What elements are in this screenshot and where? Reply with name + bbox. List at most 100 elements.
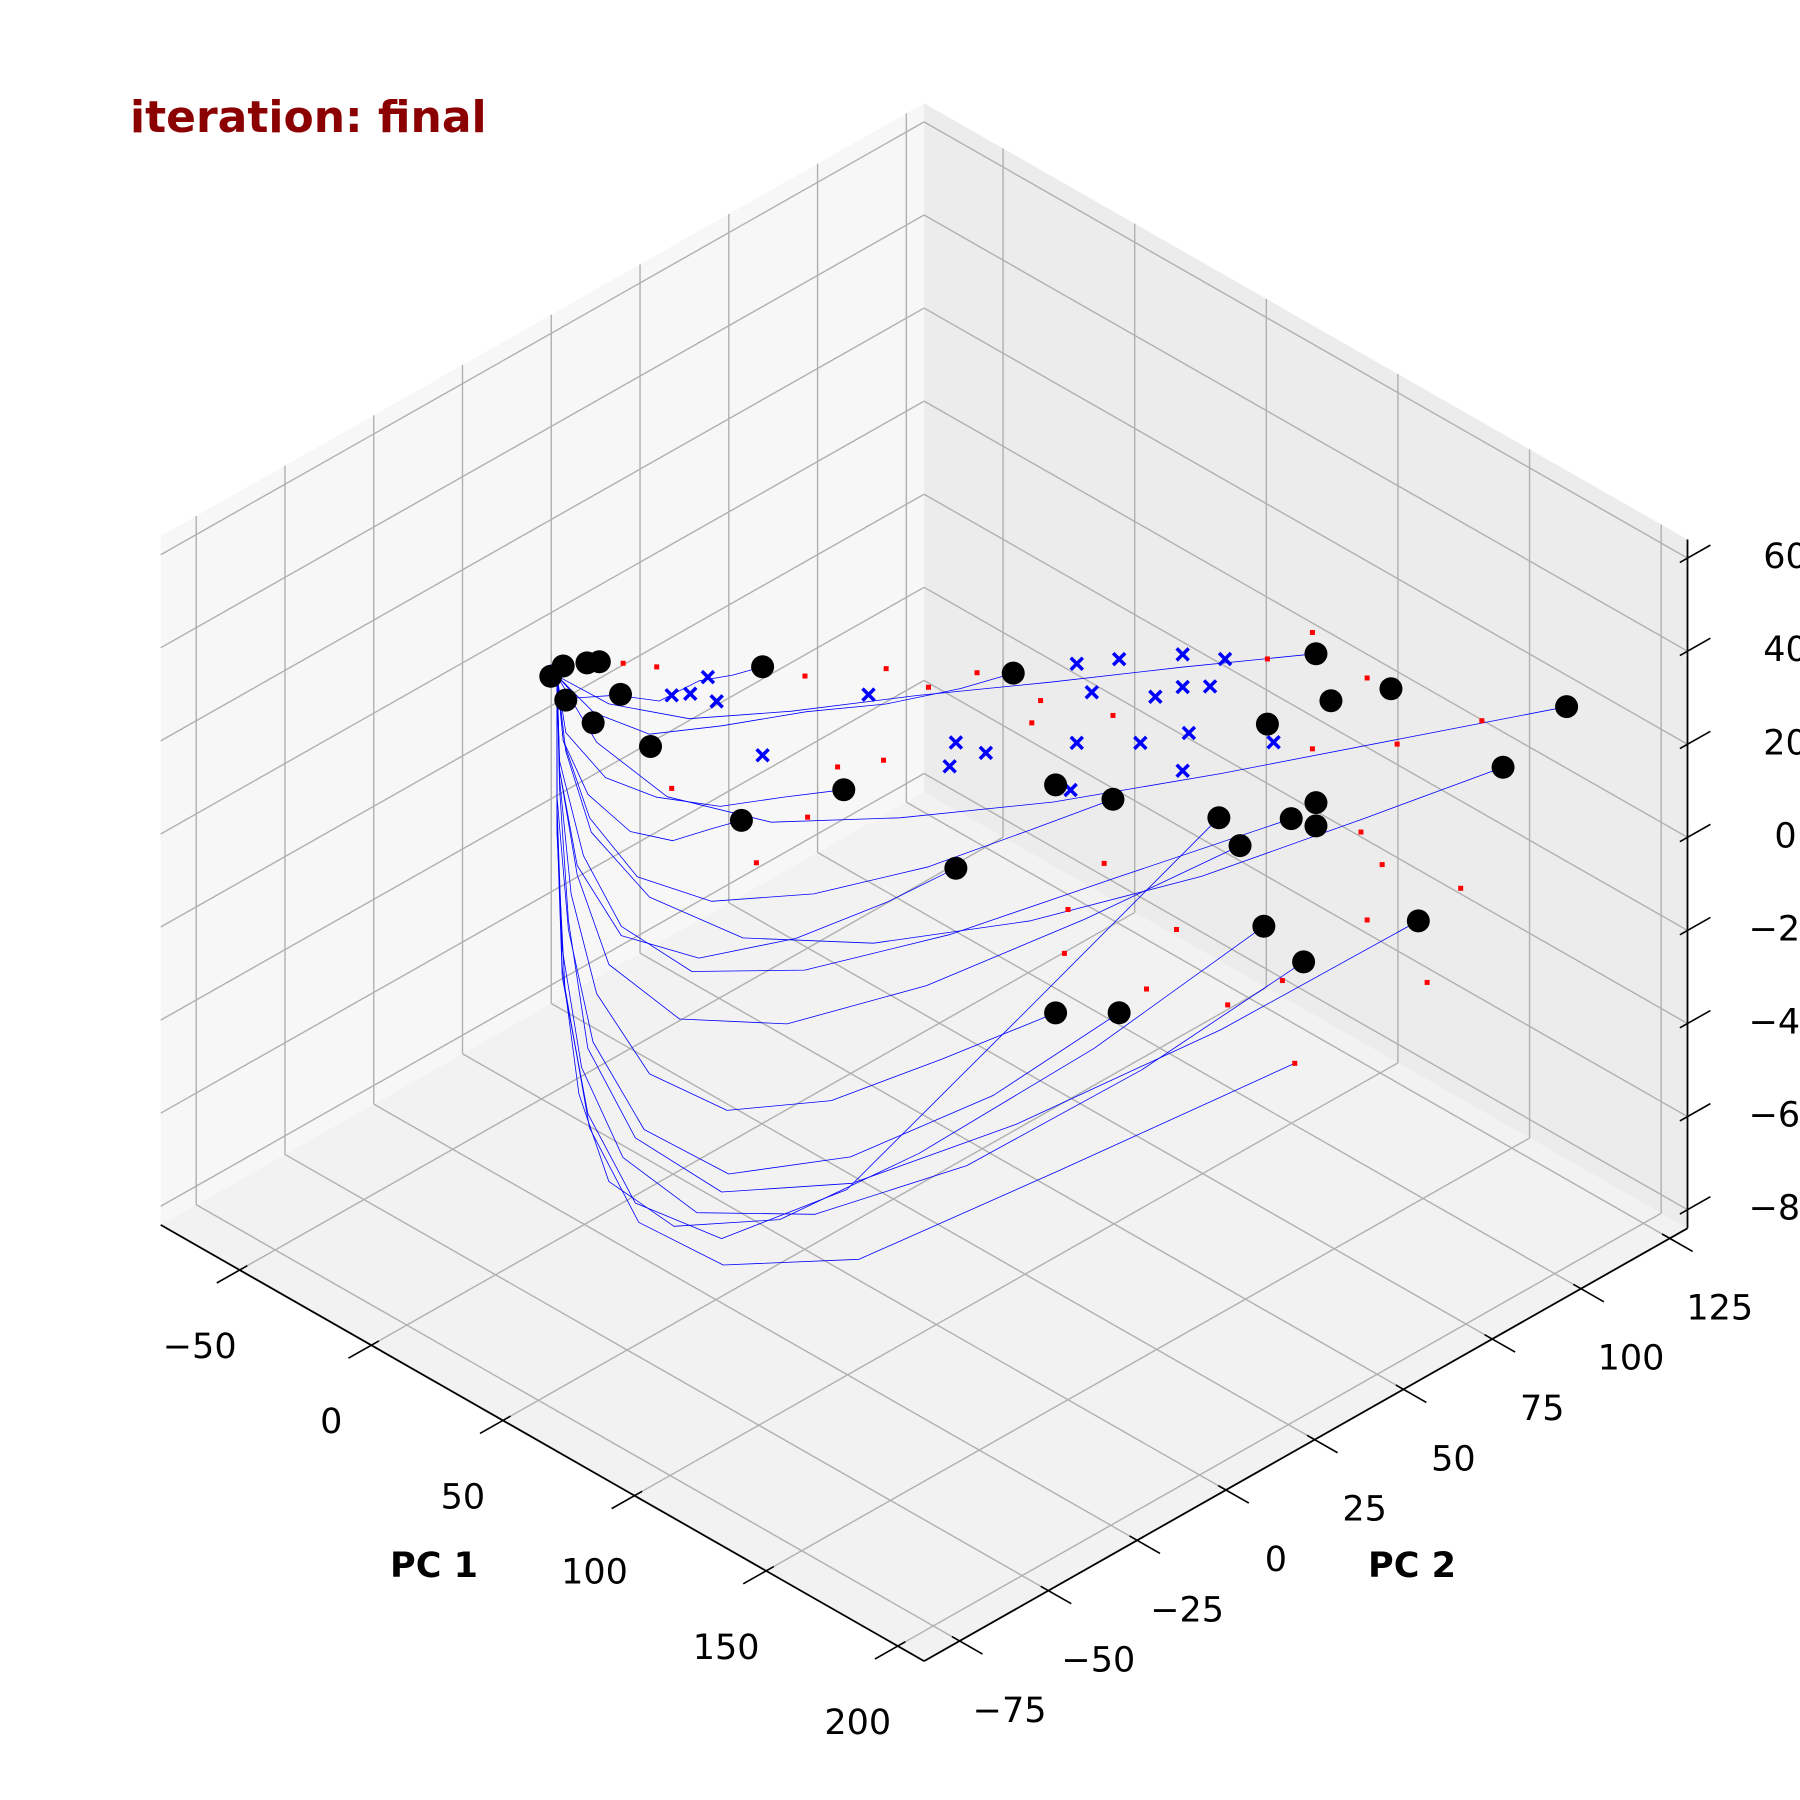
grid-line bbox=[923, 679, 1688, 1118]
trajectory bbox=[556, 675, 1567, 823]
trajectory bbox=[556, 666, 763, 702]
point bbox=[1175, 763, 1190, 778]
point bbox=[1279, 978, 1285, 984]
point bbox=[835, 764, 841, 770]
grid-line bbox=[284, 1153, 1049, 1592]
grid-line bbox=[195, 1204, 960, 1642]
left-pane bbox=[160, 103, 925, 1225]
y-tick bbox=[1395, 1384, 1427, 1404]
point bbox=[1364, 917, 1370, 923]
trajectory bbox=[556, 675, 1120, 1175]
point bbox=[1202, 679, 1218, 694]
trajectory bbox=[556, 675, 1114, 902]
point bbox=[802, 673, 808, 679]
z-tick bbox=[1679, 1196, 1711, 1215]
trajectory bbox=[556, 675, 1056, 1111]
point bbox=[1304, 814, 1328, 838]
point bbox=[1148, 689, 1163, 705]
point bbox=[620, 660, 626, 666]
y-axis bbox=[923, 1227, 1688, 1662]
grid-line bbox=[905, 801, 1671, 1239]
point bbox=[669, 785, 675, 791]
trajectory bbox=[556, 675, 844, 807]
point bbox=[1181, 725, 1197, 741]
point bbox=[581, 711, 605, 735]
grid-line bbox=[373, 1103, 1138, 1541]
point bbox=[1207, 806, 1231, 830]
x-tick bbox=[874, 1641, 906, 1660]
point bbox=[1458, 885, 1464, 891]
x-axis bbox=[160, 1224, 925, 1662]
grid-line bbox=[160, 493, 925, 928]
grid-line bbox=[923, 493, 1688, 932]
point bbox=[1264, 656, 1270, 662]
point bbox=[883, 666, 889, 672]
x-tick-label: 0 bbox=[320, 1402, 342, 1442]
point bbox=[1107, 1001, 1131, 1025]
grid-line bbox=[897, 1212, 1662, 1647]
point bbox=[1379, 862, 1385, 868]
y-tick-label: 75 bbox=[1520, 1389, 1565, 1429]
grid-line bbox=[923, 121, 1688, 559]
point bbox=[1061, 950, 1067, 956]
point bbox=[1292, 950, 1316, 974]
z-tick-label: 0 bbox=[1774, 816, 1796, 856]
z-tick-label: −80 bbox=[1749, 1189, 1800, 1229]
point bbox=[1175, 679, 1190, 695]
point bbox=[948, 735, 964, 750]
y-tick bbox=[1040, 1585, 1072, 1605]
point bbox=[1084, 684, 1100, 700]
point bbox=[654, 664, 660, 670]
grid-line bbox=[728, 902, 1493, 1340]
point bbox=[1364, 675, 1370, 681]
grid-line bbox=[160, 400, 925, 835]
x-tick-label: 200 bbox=[824, 1703, 891, 1743]
point bbox=[683, 686, 698, 702]
y-tick-label: 0 bbox=[1265, 1540, 1287, 1580]
point bbox=[1228, 834, 1252, 858]
x-tick-label: 50 bbox=[441, 1477, 486, 1517]
y-tick bbox=[1306, 1434, 1338, 1454]
grid-line bbox=[817, 851, 1582, 1290]
z-tick bbox=[1679, 916, 1711, 936]
grid-line bbox=[370, 911, 1136, 1346]
point bbox=[709, 694, 724, 709]
point bbox=[1174, 926, 1180, 932]
point bbox=[1358, 829, 1364, 835]
point bbox=[1069, 735, 1085, 751]
point bbox=[1319, 689, 1343, 713]
trajectory bbox=[556, 653, 1317, 720]
x-tick-label: 100 bbox=[561, 1553, 628, 1593]
grid-line bbox=[923, 772, 1688, 1211]
chart-title: iteration: final bbox=[130, 92, 487, 143]
x-tick bbox=[347, 1340, 380, 1359]
trajectory bbox=[556, 675, 1419, 1193]
point bbox=[1304, 791, 1328, 815]
point bbox=[700, 669, 716, 685]
y-tick bbox=[1129, 1535, 1161, 1555]
grid-line bbox=[160, 772, 925, 1207]
y-tick-label: −75 bbox=[973, 1691, 1047, 1731]
point bbox=[832, 778, 856, 802]
grid-line bbox=[765, 1137, 1530, 1572]
axes: −50050100150200−75−50−250255075100125−80… bbox=[160, 537, 1800, 1743]
x-tick bbox=[216, 1265, 248, 1284]
point bbox=[1038, 698, 1044, 704]
point bbox=[1292, 1060, 1298, 1066]
point bbox=[1044, 773, 1068, 797]
y-tick-label: 25 bbox=[1342, 1490, 1387, 1530]
y-tick-label: −25 bbox=[1150, 1590, 1224, 1630]
grid-line bbox=[634, 1062, 1399, 1497]
point bbox=[1491, 755, 1515, 779]
point bbox=[729, 808, 753, 832]
point bbox=[639, 735, 663, 759]
point bbox=[587, 650, 611, 674]
grid-line bbox=[160, 214, 925, 649]
x-tick bbox=[742, 1565, 775, 1585]
point bbox=[1394, 741, 1400, 747]
x-axis-label: PC 1 bbox=[390, 1546, 478, 1586]
grid-line bbox=[502, 987, 1267, 1422]
point bbox=[1406, 909, 1430, 933]
grid-line bbox=[923, 307, 1688, 745]
point bbox=[1255, 712, 1279, 736]
